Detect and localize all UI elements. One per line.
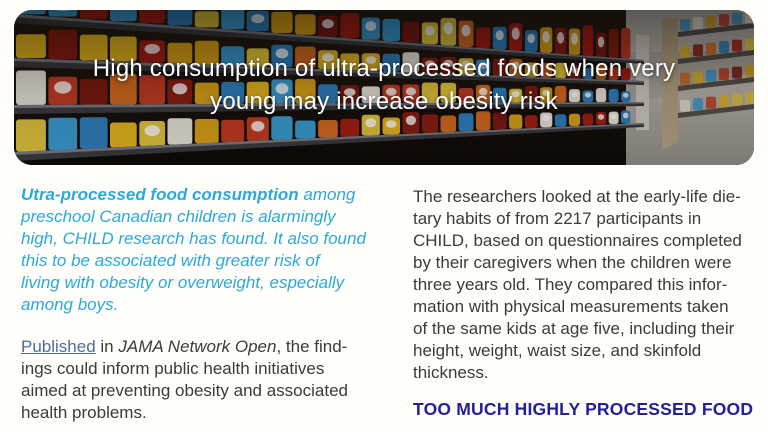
text-line: mation with physical measurements taken [413, 296, 742, 318]
supermarket-aisle-illustration [14, 10, 754, 165]
published-paragraph: Published in JAMA Network Open, the find… [21, 336, 348, 424]
text-line: tary habits of from 2217 participants in [413, 208, 742, 230]
text-line: height, weight, waist size, and skinfold [413, 340, 742, 362]
text-line: thickness. [413, 362, 742, 384]
text-segment: The researchers looked at the early-life… [413, 187, 741, 206]
text-segment: aimed at preventing obesity and associat… [21, 381, 348, 400]
text-line: of the same kids at age five, including … [413, 318, 742, 340]
text-line: The researchers looked at the early-life… [413, 186, 742, 208]
text-line: this to be associated with greater risk … [21, 250, 366, 272]
text-line: among boys. [21, 294, 366, 316]
text-line: preschool Canadian children is alarmingl… [21, 206, 366, 228]
text-segment: among [298, 185, 356, 204]
text-line: aimed at preventing obesity and associat… [21, 380, 348, 402]
hero-image: High consumption of ultra-processed food… [14, 10, 754, 165]
text-segment: of the same kids at age five, including … [413, 319, 735, 338]
text-line: living with obesity or overweight, espec… [21, 272, 366, 294]
text-line: CHILD, based on questionnaires completed [413, 230, 742, 252]
article-title-line1: High consumption of ultra-processed food… [92, 55, 676, 82]
text-segment: , the find- [276, 337, 348, 356]
text-line: Published in JAMA Network Open, the find… [21, 336, 348, 358]
text-segment: this to be associated with greater risk … [21, 251, 320, 270]
text-line: high, CHILD research has found. It also … [21, 228, 366, 250]
text-segment: ings could inform public health initiati… [21, 359, 325, 378]
text-segment: thickness. [413, 363, 489, 382]
text-segment: health problems. [21, 403, 147, 422]
text-segment: preschool Canadian children is alarmingl… [21, 207, 336, 226]
text-segment: height, weight, waist size, and skinfold [413, 341, 702, 360]
text-segment: CHILD, based on questionnaires completed [413, 231, 742, 250]
text-line: by their caregivers when the children we… [413, 252, 742, 274]
text-line: ings could inform public health initiati… [21, 358, 348, 380]
text-segment: among boys. [21, 295, 119, 314]
text-segment: three years old. They compared this info… [413, 275, 728, 294]
published-link[interactable]: Published [21, 337, 96, 356]
lead-paragraph: Utra-processed food consumption among pre… [21, 184, 366, 316]
section-heading-too-much-processed-food: TOO MUCH HIGHLY PROCESSED FOOD [413, 399, 754, 419]
text-line: three years old. They compared this info… [413, 274, 742, 296]
text-segment: mation with physical measurements taken [413, 297, 729, 316]
article-title: High consumption of ultra-processed food… [14, 52, 754, 118]
text-segment: high, CHILD research has found. It also … [21, 229, 366, 248]
text-line: Utra-processed food consumption among [21, 184, 366, 206]
article-title-line2: young may increase obesity risk [210, 88, 558, 115]
researchers-paragraph: The researchers looked at the early-life… [413, 186, 742, 384]
text-line: health problems. [21, 402, 348, 424]
text-segment: in [95, 337, 119, 356]
text-segment: living with obesity or overweight, espec… [21, 273, 345, 292]
text-segment: Utra-processed food consumption [21, 185, 299, 204]
text-segment: by their caregivers when the children we… [413, 253, 732, 272]
text-segment: tary habits of from 2217 participants in [413, 209, 702, 228]
text-segment: JAMA Network Open [118, 337, 277, 356]
